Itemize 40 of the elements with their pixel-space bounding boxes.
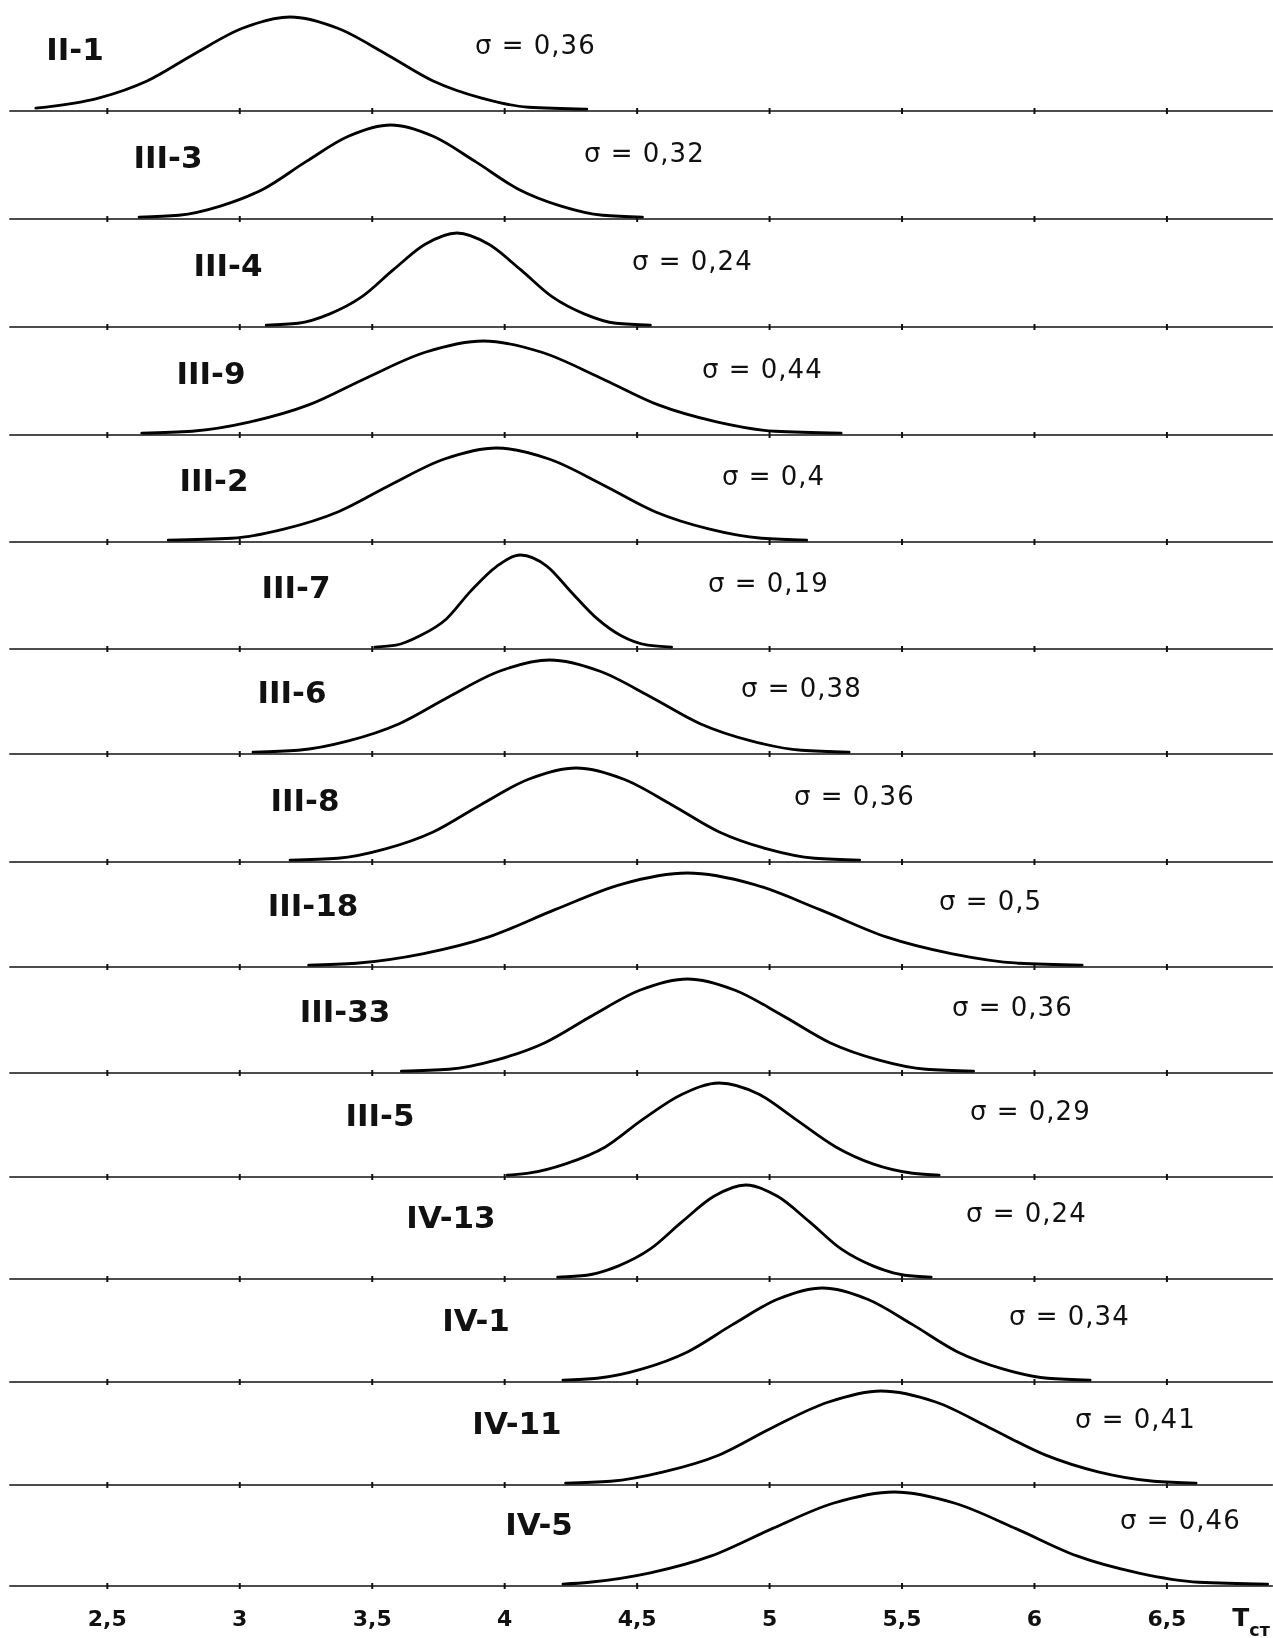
x-tick-label: 4,5 bbox=[617, 1606, 657, 1631]
series-label: II-1 bbox=[46, 31, 104, 67]
annotation: σ = 0,24 bbox=[966, 1198, 1087, 1228]
x-tick-label: 5 bbox=[761, 1606, 778, 1631]
x-tick-label: 3,5 bbox=[352, 1606, 392, 1631]
annotation: σ = 0,5 bbox=[939, 886, 1043, 916]
annotation: σ = 0,36 bbox=[952, 992, 1073, 1022]
series-label: III-18 bbox=[267, 887, 359, 923]
series-label: III-6 bbox=[257, 674, 327, 710]
x-tick-label: 5,5 bbox=[882, 1606, 922, 1631]
annotation: σ = 0,36 bbox=[475, 30, 596, 60]
annotation: σ = 0,41 bbox=[1075, 1404, 1196, 1434]
text: IV-1 bbox=[442, 1302, 510, 1338]
x-tick-label: 6 bbox=[1026, 1606, 1043, 1631]
annotation: σ = 0,46 bbox=[1120, 1505, 1241, 1535]
x-tick-label: 2,5 bbox=[87, 1606, 127, 1631]
text: IV-13 bbox=[406, 1199, 496, 1235]
series-label: III-4 bbox=[193, 247, 263, 283]
series-label: IV-11 bbox=[472, 1405, 562, 1441]
series-label: IV-5 bbox=[505, 1506, 573, 1542]
series-label: III-7 bbox=[261, 569, 331, 605]
x-tick-label: 3 bbox=[232, 1606, 248, 1631]
annotation: σ = 0,38 bbox=[741, 673, 862, 703]
annotation: σ = 0,24 bbox=[632, 246, 753, 276]
annotation: σ = 0,4 bbox=[722, 461, 826, 491]
series-label: III-8 bbox=[270, 782, 340, 818]
x-tick-label: 6,5 bbox=[1147, 1606, 1187, 1631]
series-label: III-2 bbox=[179, 462, 249, 498]
x-tick-label: 4 bbox=[497, 1606, 513, 1631]
annotation: σ = 0,29 bbox=[970, 1096, 1091, 1126]
series-label: III-9 bbox=[176, 355, 246, 391]
annotation: σ = 0,19 bbox=[708, 568, 829, 598]
annotation: σ = 0,36 bbox=[794, 781, 915, 811]
series-label: III-33 bbox=[299, 993, 391, 1029]
annotation: σ = 0,34 bbox=[1009, 1301, 1130, 1331]
annotation: σ = 0,32 bbox=[584, 138, 705, 168]
annotation: σ = 0,44 bbox=[702, 354, 823, 384]
series-label: III-3 bbox=[133, 139, 203, 175]
text: III-5 bbox=[345, 1097, 415, 1133]
x-axis-title: T$_{ст}$ bbox=[1232, 1603, 1271, 1638]
